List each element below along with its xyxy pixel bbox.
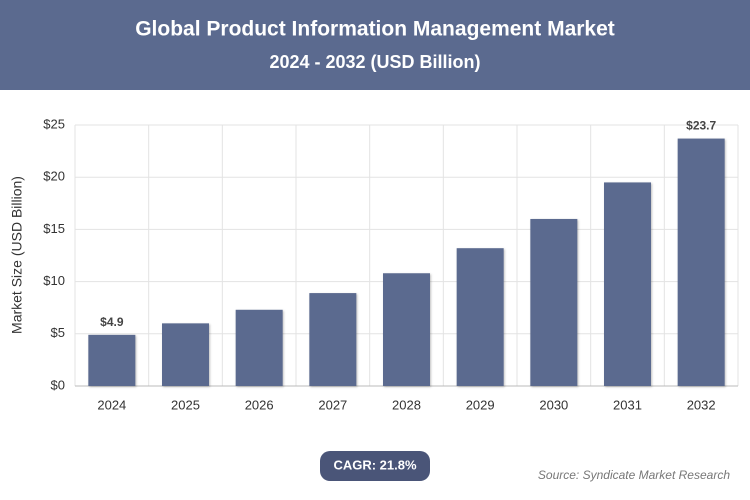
y-tick-label: $0 [51, 377, 65, 392]
bar [309, 293, 357, 386]
cagr-badge [320, 451, 430, 481]
x-tick-label: 2030 [539, 397, 568, 412]
source-note: Source: Syndicate Market Research [538, 468, 730, 482]
cagr-text: CAGR: 21.8% [333, 457, 417, 472]
x-tick-label: 2028 [392, 397, 421, 412]
y-tick-label: $5 [51, 325, 65, 340]
bar [162, 323, 209, 386]
bar [604, 182, 651, 386]
value-label: $4.9 [100, 315, 124, 329]
x-tick-label: 2024 [97, 397, 126, 412]
bar [383, 273, 430, 386]
bar [677, 138, 725, 386]
chart-subtitle: 2024 - 2032 (USD Billion) [269, 52, 480, 72]
bar [456, 248, 504, 386]
value-label: $23.7 [686, 119, 716, 133]
bar [530, 218, 578, 386]
x-tick-label: 2026 [245, 397, 274, 412]
y-tick-label: $25 [43, 116, 65, 131]
x-tick-label: 2025 [171, 397, 200, 412]
chart-title: Global Product Information Management Ma… [135, 18, 615, 41]
y-tick-label: $10 [43, 273, 65, 288]
header-band [0, 0, 750, 90]
x-tick-label: 2029 [466, 397, 495, 412]
bar [88, 334, 136, 386]
x-tick-label: 2031 [613, 397, 642, 412]
x-tick-label: 2027 [318, 397, 347, 412]
x-tick-label: 2032 [687, 397, 716, 412]
y-tick-label: $20 [43, 169, 65, 184]
y-tick-label: $15 [43, 221, 65, 236]
y-axis-label: Market Size (USD Billion) [9, 176, 25, 334]
bar [235, 309, 283, 386]
